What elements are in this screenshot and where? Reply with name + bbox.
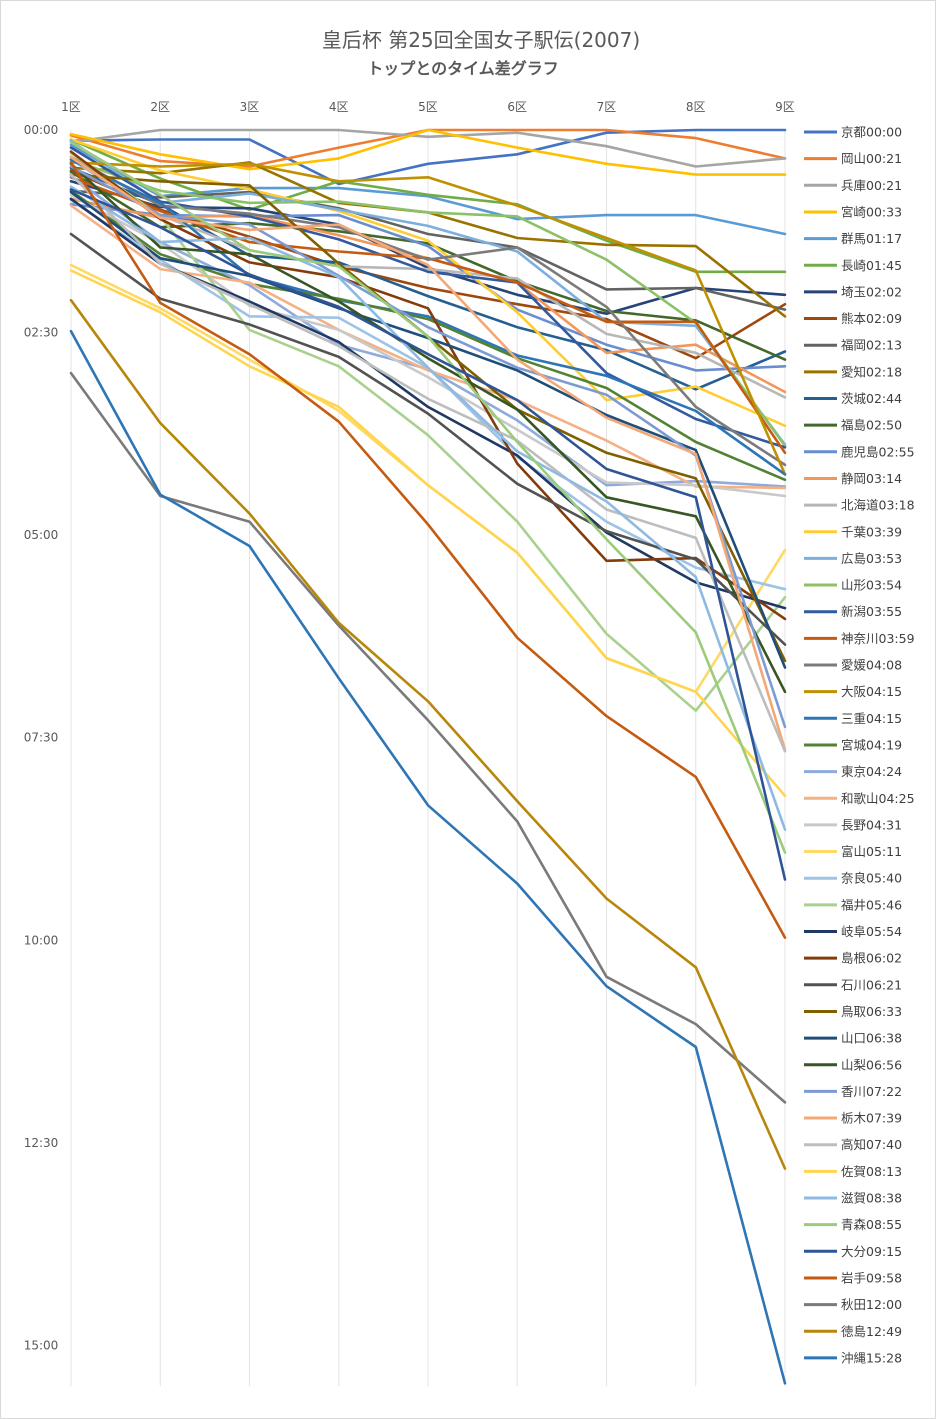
series-line <box>69 188 787 881</box>
series-line <box>69 150 787 621</box>
x-tick-label: 1区 <box>61 100 81 114</box>
x-tick-label: 7区 <box>597 100 617 114</box>
legend-label: 埼玉02:02 <box>841 284 902 299</box>
series-line <box>69 155 787 467</box>
legend-label: 石川06:21 <box>841 977 902 992</box>
legend-label: 三重04:15 <box>841 711 902 726</box>
legend-label: 熊本02:09 <box>841 311 902 326</box>
x-tick-label: 6区 <box>507 100 527 114</box>
legend-label: 福井05:46 <box>841 897 902 912</box>
legend-label: 青森08:55 <box>841 1217 902 1232</box>
y-axis-ticks: 00:00 02:30 05:00 07:30 10:00 12:30 15:00 <box>24 123 59 1352</box>
legend-label: 山形03:54 <box>841 578 902 593</box>
x-axis-ticks: 1区 2区 3区 4区 5区 6区 7区 8区 9区 <box>61 100 795 114</box>
series-line <box>69 185 787 831</box>
legend-label: 島根06:02 <box>841 951 902 966</box>
series-line <box>69 143 787 236</box>
legend-label: 沖縄15:28 <box>841 1350 902 1365</box>
legend-label: 鳥取06:33 <box>841 1004 902 1019</box>
series-line <box>69 128 787 168</box>
series-line <box>69 165 787 729</box>
x-tick-label: 3区 <box>240 100 260 114</box>
chart-subtitle: トップとのタイム差グラフ <box>367 59 559 78</box>
series-line <box>69 329 787 1385</box>
legend-label: 高知07:40 <box>841 1137 902 1152</box>
y-tick-label: 00:00 <box>24 123 59 137</box>
legend-label: 福岡02:13 <box>841 338 902 353</box>
x-tick-label: 5区 <box>418 100 438 114</box>
legend-label: 静岡03:14 <box>841 471 902 486</box>
series-lines <box>69 128 787 1385</box>
y-tick-label: 07:30 <box>24 731 59 745</box>
legend-label: 茨城02:44 <box>841 391 902 406</box>
legend-label: 大分09:15 <box>841 1244 902 1259</box>
x-tick-label: 2区 <box>150 100 170 114</box>
legend-label: 長野04:31 <box>841 817 902 832</box>
x-tick-label: 4区 <box>329 100 349 114</box>
legend-label: 徳島12:49 <box>841 1324 902 1339</box>
legend-label: 兵庫00:21 <box>841 178 902 193</box>
legend-label: 富山05:11 <box>841 844 902 859</box>
legend-label: 秋田12:00 <box>841 1297 902 1312</box>
legend-label: 愛媛04:08 <box>841 658 902 673</box>
legend-label: 群馬01:17 <box>841 231 902 246</box>
legend-label: 栃木07:39 <box>841 1111 902 1126</box>
legend-label: 長崎01:45 <box>841 258 902 273</box>
series-line <box>69 146 787 449</box>
legend-label: 愛知02:18 <box>841 364 902 379</box>
legend-label: 滋賀08:38 <box>841 1191 902 1206</box>
y-tick-label: 10:00 <box>24 933 59 947</box>
y-tick-label: 05:00 <box>24 528 59 542</box>
series-line <box>69 128 787 176</box>
legend-label: 新潟03:55 <box>841 604 902 619</box>
legend-label: 大阪04:15 <box>841 684 902 699</box>
series-line <box>69 140 787 854</box>
legend-label: 北海道03:18 <box>841 498 915 513</box>
legend: 京都00:00 岡山00:21 兵庫00:21 宮崎00:33 群馬01:17 長崎01:… <box>804 125 915 1365</box>
legend-label: 山口06:38 <box>841 1031 902 1046</box>
legend-label: 宮城04:19 <box>841 737 902 752</box>
series-line <box>69 138 787 428</box>
series-line <box>69 173 787 753</box>
legend-label: 和歌山04:25 <box>841 791 915 806</box>
series-line <box>69 161 787 476</box>
legend-label: 岩手09:58 <box>841 1270 902 1285</box>
y-tick-label: 15:00 <box>24 1338 59 1352</box>
legend-label: 奈良05:40 <box>841 871 902 886</box>
series-line <box>69 158 787 476</box>
legend-label: 岐阜05:54 <box>841 924 902 939</box>
y-tick-label: 12:30 <box>24 1136 59 1150</box>
legend-label: 山梨06:56 <box>841 1057 902 1072</box>
legend-label: 鹿児島02:55 <box>841 444 915 459</box>
y-tick-label: 02:30 <box>24 326 59 340</box>
series-line <box>69 138 787 274</box>
series-line <box>69 161 787 939</box>
series-line <box>69 139 787 447</box>
legend-label: 福島02:50 <box>841 418 902 433</box>
series-line <box>69 162 787 694</box>
legend-label: 京都00:00 <box>841 125 902 140</box>
legend-label: 佐賀08:13 <box>841 1164 902 1179</box>
legend-label: 千葉03:39 <box>841 524 902 539</box>
legend-label: 神奈川03:59 <box>841 631 915 646</box>
series-line <box>69 151 787 713</box>
legend-label: 香川07:22 <box>841 1084 902 1099</box>
legend-label: 広島03:53 <box>841 551 902 566</box>
series-line <box>69 203 787 372</box>
x-tick-label: 9区 <box>775 100 795 114</box>
series-line <box>69 232 787 646</box>
legend-label: 岡山00:21 <box>841 151 902 166</box>
series-line <box>69 371 787 1104</box>
series-line <box>69 158 787 448</box>
legend-label: 宮崎00:33 <box>841 204 902 219</box>
chart-title: 皇后杯 第25回全国女子駅伝(2007) <box>322 28 640 52</box>
series-line <box>69 269 787 798</box>
x-tick-label: 8区 <box>686 100 706 114</box>
series-line <box>69 298 787 1170</box>
series-line <box>69 128 787 186</box>
series-line <box>69 155 787 752</box>
legend-label: 東京04:24 <box>841 764 902 779</box>
